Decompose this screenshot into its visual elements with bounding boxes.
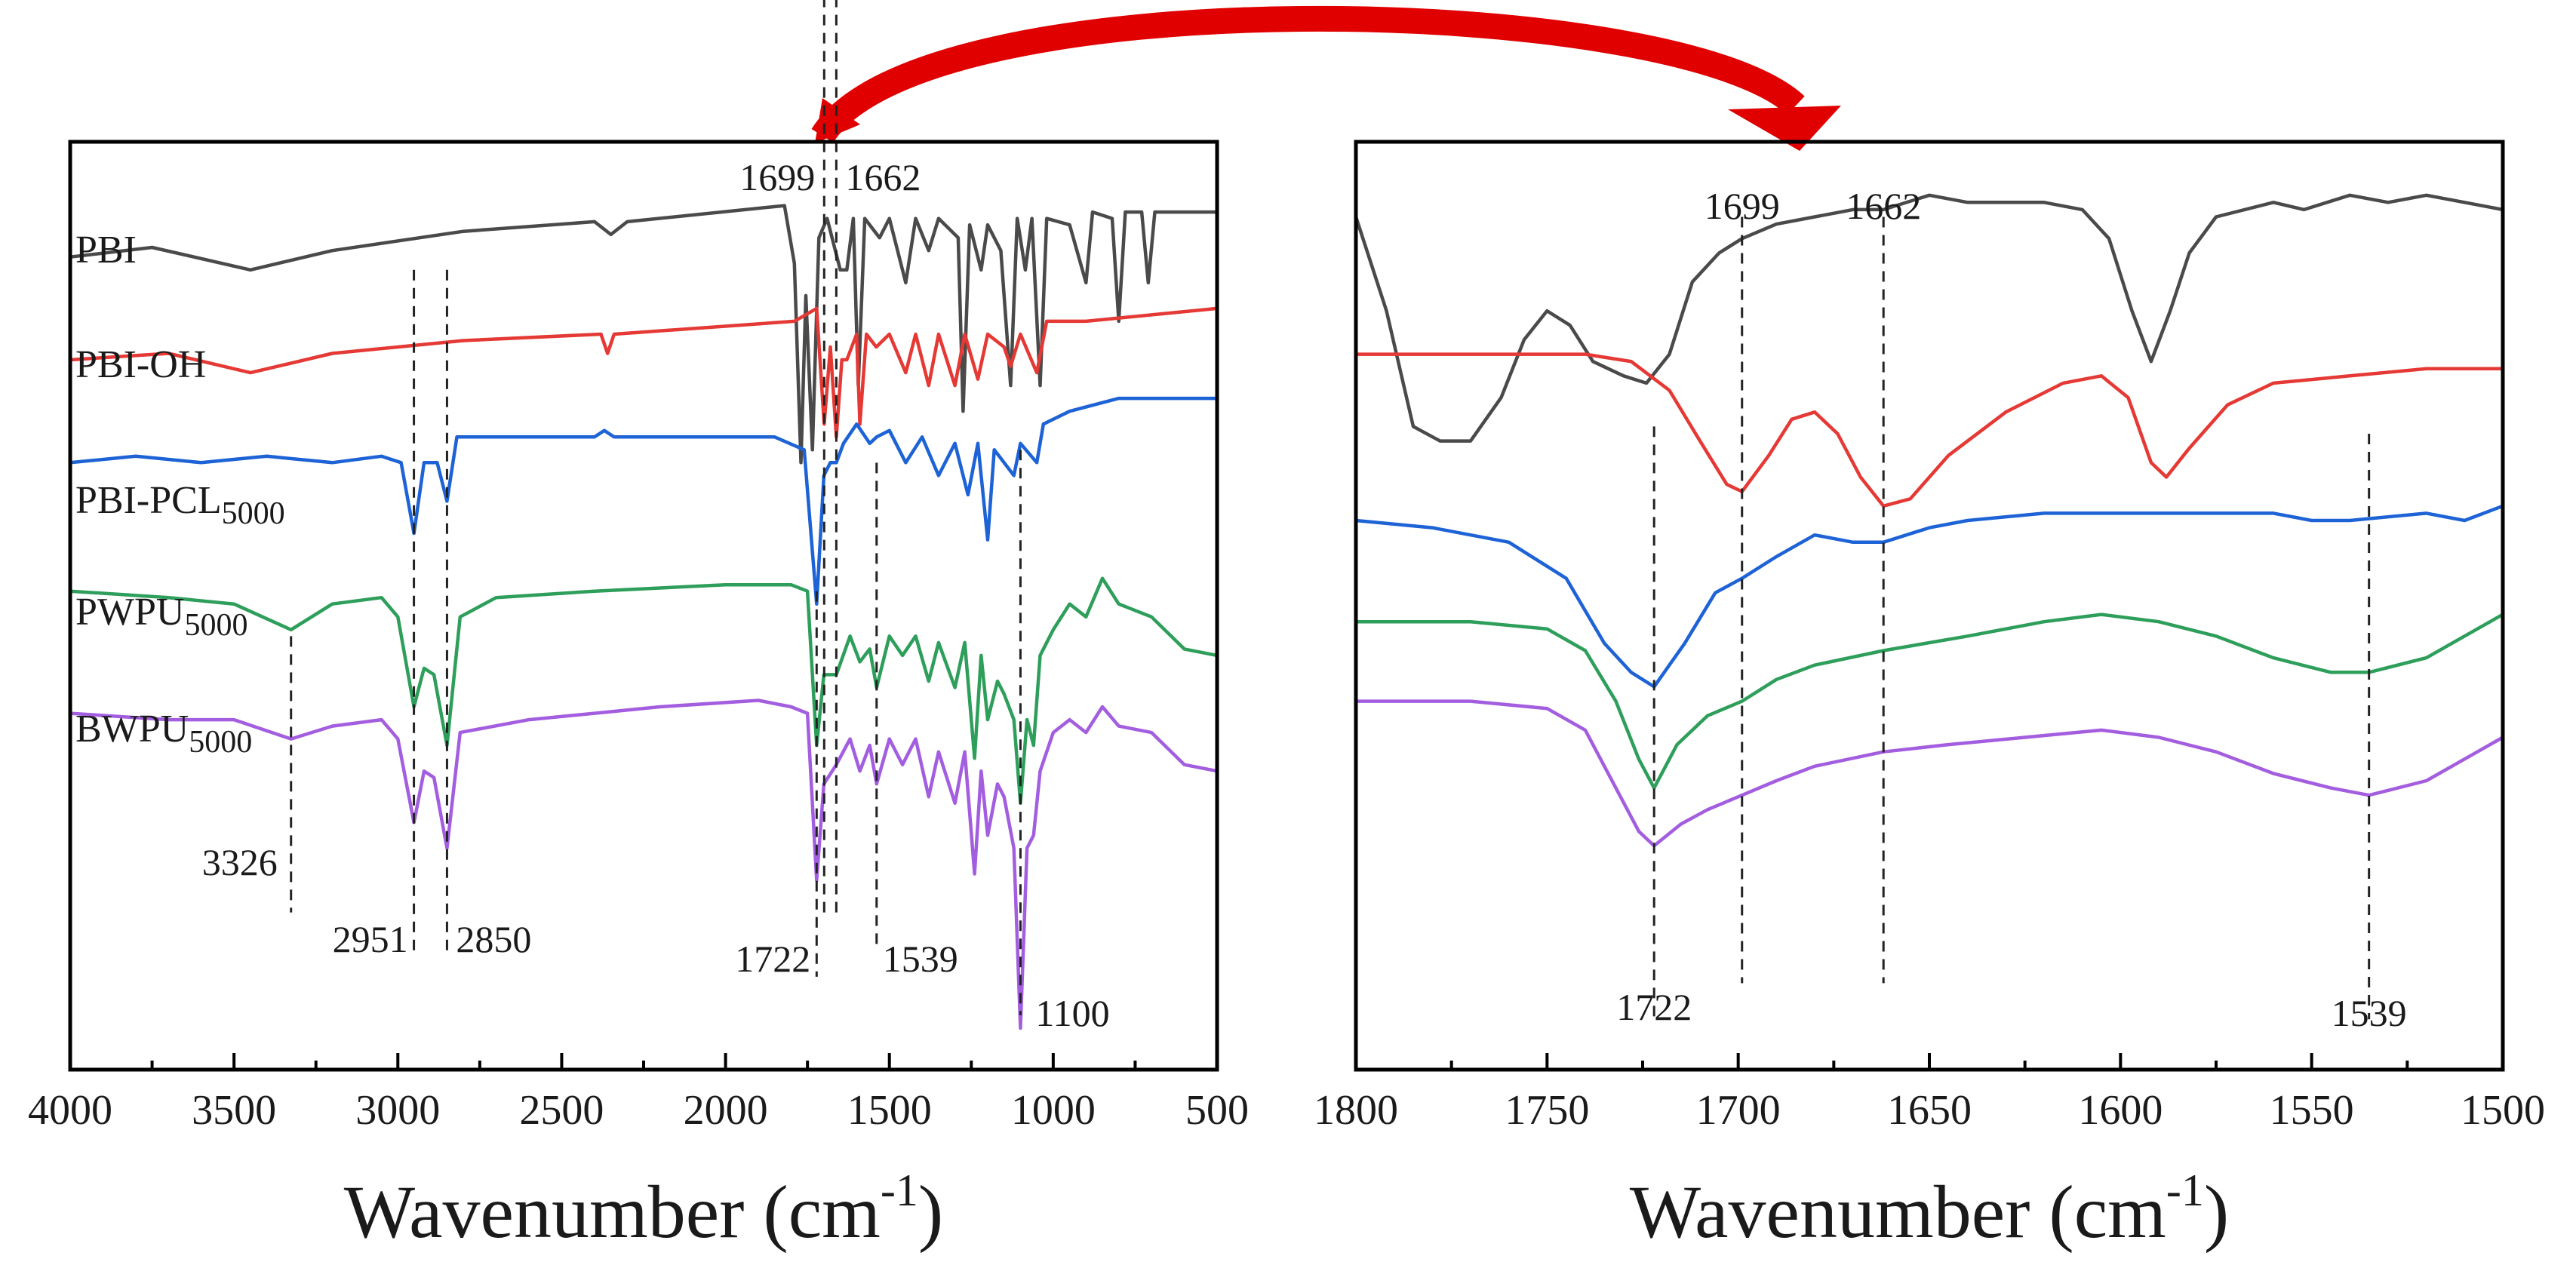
zoom-spectrum-x-axis: 1800 1750 1700 1650 1600 1550 1500 [1314, 1053, 2545, 1134]
zoom-tick-label-1550: 1550 [2270, 1087, 2354, 1134]
series-label-pbi: PBI [75, 229, 137, 272]
zoom-tick-label-1750: 1750 [1505, 1087, 1589, 1134]
full-series-pbi-oh [69, 306, 1218, 439]
full-spectrum-series-labels: PBI PBI-OH PBI-PCL5000 PWPU5000 BWPU5000 [75, 229, 285, 760]
zoom-spectrum-markers: 1699 1662 1722 1539 [1616, 185, 2406, 1034]
zoom-spectrum-frame [1354, 140, 2505, 1072]
full-tick-label-2500: 2500 [519, 1087, 604, 1134]
zoom-tick-label-1800: 1800 [1314, 1087, 1398, 1134]
series-label-pwpu5000: PWPU5000 [75, 591, 247, 643]
zoom-tick-label-1600: 1600 [2078, 1087, 2163, 1134]
full-tick-label-3000: 3000 [355, 1087, 440, 1134]
zoom-series-pbi-oh [1356, 352, 2503, 508]
series-label-pbi-oh: PBI-OH [75, 343, 206, 386]
full-tick-label-1500: 1500 [847, 1087, 932, 1134]
full-series-pwpu5000 [69, 576, 1218, 806]
full-spectrum-frame [68, 140, 1219, 1072]
full-marker-label-1100: 1100 [1035, 992, 1109, 1034]
zoom-marker-label-1539: 1539 [2332, 992, 2407, 1034]
full-spectrum-x-axis: 4000 3500 3000 2500 2000 1500 1000 500 [28, 1053, 1249, 1134]
zoom-spectrum-marks [1354, 193, 2504, 848]
full-series-pbi-pcl5000 [69, 396, 1217, 606]
series-label-pbi-pcl5000: PBI-PCL5000 [75, 479, 285, 531]
zoom-tick-label-1650: 1650 [1887, 1087, 1972, 1134]
zoom-series-bwpu5000 [1356, 699, 2504, 848]
full-marker-label-1662: 1662 [845, 156, 921, 198]
full-tick-label-3500: 3500 [192, 1087, 276, 1134]
zoom-marker-label-1662: 1662 [1846, 185, 1921, 227]
full-marker-label-1539: 1539 [883, 938, 958, 980]
series-label-bwpu5000: BWPU5000 [75, 708, 252, 760]
full-spectrum-marks [69, 204, 1218, 1030]
full-tick-label-500: 500 [1185, 1087, 1249, 1134]
full-marker-label-1699: 1699 [739, 156, 815, 198]
full-spectrum-x-axis-title: Wavenumber (cm-1) [344, 1165, 943, 1254]
zoom-marker-label-1722: 1722 [1616, 986, 1692, 1028]
full-series-bwpu5000 [69, 699, 1218, 1030]
full-marker-label-1722: 1722 [735, 938, 810, 980]
zoom-series-pbi [1354, 193, 2504, 443]
full-tick-label-2000: 2000 [684, 1087, 768, 1134]
full-marker-label-3326: 3326 [202, 841, 278, 883]
full-series-pbi [69, 204, 1217, 465]
zoom-tick-label-1700: 1700 [1696, 1087, 1781, 1134]
full-tick-label-1000: 1000 [1011, 1087, 1096, 1134]
zoom-series-pbi-pcl5000 [1355, 504, 2504, 689]
zoom-spectrum-x-axis-title: Wavenumber (cm-1) [1630, 1165, 2229, 1254]
full-tick-label-4000: 4000 [28, 1087, 112, 1134]
full-marker-label-2951: 2951 [333, 918, 408, 960]
full-marker-label-2850: 2850 [456, 918, 531, 960]
zoom-tick-label-1500: 1500 [2461, 1087, 2545, 1134]
full-spectrum-panel: PBI PBI-OH PBI-PCL5000 PWPU5000 BWPU5000 169… [28, 0, 1249, 1254]
zoom-marker-label-1699: 1699 [1705, 185, 1780, 227]
zoom-arrow-icon [811, 5, 1841, 151]
full-spectrum-markers: 1699 1662 3326 2951 2850 1722 1539 1100 [202, 0, 1110, 1034]
zoom-spectrum-panel: 1699 1662 1722 1539 1800 1750 1700 1650 1600 155… [1314, 140, 2545, 1254]
zoom-series-pwpu5000 [1356, 613, 2504, 790]
